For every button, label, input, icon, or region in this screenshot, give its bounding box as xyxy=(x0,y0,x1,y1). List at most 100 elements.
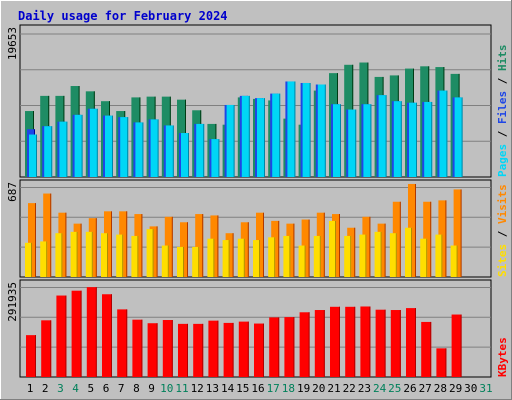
panel-visits_sites: 687 Sites / Visits xyxy=(6,179,509,278)
series-legend-label: Sites / Visits xyxy=(496,184,509,277)
bar-kbytes xyxy=(269,317,280,377)
bar-sites xyxy=(405,227,412,277)
bar-sites xyxy=(85,231,93,277)
bar-pages xyxy=(378,95,387,177)
bar-sites xyxy=(253,240,260,277)
bar-sites xyxy=(450,245,458,277)
bar-pages xyxy=(317,84,326,177)
x-tick-label: 9 xyxy=(148,382,155,395)
bar-visits xyxy=(453,189,462,277)
bar-kbytes xyxy=(406,308,416,377)
bar-sites xyxy=(222,240,230,277)
bar-sites xyxy=(268,237,276,277)
bar-kbytes xyxy=(71,290,82,377)
bar-sites xyxy=(374,231,382,277)
bar-kbytes xyxy=(193,323,204,377)
bar-pages xyxy=(29,134,37,177)
x-tick-label: 26 xyxy=(403,382,416,395)
series-legend-label: KBytes xyxy=(496,337,509,377)
bar-pages xyxy=(454,97,463,177)
bar-sites xyxy=(344,235,352,277)
y-max-label: 687 xyxy=(6,182,19,202)
x-tick-label: 29 xyxy=(449,382,462,395)
bar-pages xyxy=(333,104,341,177)
bar-pages xyxy=(150,119,159,177)
x-tick-label: 24 xyxy=(373,382,387,395)
panel-kbytes: 291935 KBytes xyxy=(6,279,509,378)
x-tick-label: 7 xyxy=(118,382,125,395)
bar-sites xyxy=(25,242,32,277)
bar-pages xyxy=(196,123,205,177)
x-tick-label: 20 xyxy=(312,382,325,395)
bar-sites xyxy=(40,241,48,277)
bar-pages xyxy=(257,98,265,177)
x-tick-label: 21 xyxy=(327,382,340,395)
bar-visits xyxy=(195,214,204,277)
x-tick-label: 28 xyxy=(434,382,447,395)
bar-kbytes xyxy=(208,320,219,377)
bar-pages xyxy=(272,93,281,177)
legend-kbytes: KBytes xyxy=(496,337,509,377)
bar-pages xyxy=(165,125,174,177)
bar-pages xyxy=(74,114,83,177)
legend-sites: Sites xyxy=(496,244,509,277)
x-tick-label: 12 xyxy=(191,382,204,395)
x-tick-label: 11 xyxy=(175,382,188,395)
bar-kbytes xyxy=(238,321,249,377)
bar-pages xyxy=(348,109,357,177)
bar-pages xyxy=(302,82,311,177)
bar-pages xyxy=(135,122,144,177)
bar-kbytes xyxy=(390,310,401,377)
x-tick-label: 31 xyxy=(479,382,492,395)
legend-separator: / xyxy=(496,124,509,144)
bar-kbytes xyxy=(132,319,143,377)
bar-sites xyxy=(131,235,139,277)
bar-kbytes xyxy=(178,323,188,377)
x-tick-label: 18 xyxy=(282,382,295,395)
x-axis: 1 2 3 4 5 6 7 8 9 10 11 12 13 14 15 16 17 18 19 20 21 22 23 24 2… xyxy=(27,382,493,395)
bar-pages xyxy=(181,133,189,177)
bar-pages xyxy=(120,117,129,177)
bar-kbytes xyxy=(314,310,325,377)
bar-kbytes xyxy=(147,323,158,377)
bar-kbytes xyxy=(56,295,67,377)
bar-kbytes xyxy=(26,335,36,377)
bar-visits xyxy=(28,203,36,277)
bar-kbytes xyxy=(436,348,447,377)
bar-kbytes xyxy=(375,309,386,377)
legend-hits: Hits xyxy=(496,45,509,72)
x-tick-label: 4 xyxy=(72,382,79,395)
bar-pages xyxy=(439,90,448,177)
bar-kbytes xyxy=(421,321,432,377)
bar-sites xyxy=(207,238,215,277)
bar-kbytes xyxy=(360,306,371,377)
x-tick-label: 2 xyxy=(42,382,49,395)
bar-pages xyxy=(363,104,372,177)
bar-sites xyxy=(70,231,78,277)
bar-kbytes xyxy=(86,287,97,377)
x-tick-label: 17 xyxy=(267,382,280,395)
x-tick-label: 8 xyxy=(133,382,140,395)
bar-kbytes xyxy=(254,323,264,377)
x-tick-label: 10 xyxy=(160,382,173,395)
x-tick-label: 27 xyxy=(419,382,432,395)
x-tick-label: 22 xyxy=(343,382,356,395)
bar-kbytes xyxy=(330,306,340,377)
bar-pages xyxy=(59,121,68,177)
x-tick-label: 19 xyxy=(297,382,310,395)
bar-pages xyxy=(424,101,433,177)
chart-title: Daily usage for February 2024 xyxy=(18,9,228,23)
bar-sites xyxy=(389,233,397,277)
bar-sites xyxy=(116,234,124,277)
x-tick-label: 13 xyxy=(206,382,219,395)
bar-pages xyxy=(409,102,417,177)
bar-kbytes xyxy=(117,309,128,377)
bar-pages xyxy=(211,139,220,177)
x-tick-label: 5 xyxy=(87,382,94,395)
chart-panels: 19653 Pages / Files / Hits 687 Sites / Visi… xyxy=(6,24,509,378)
bar-pages xyxy=(393,101,402,177)
bar-sites xyxy=(177,246,184,277)
bar-sites xyxy=(283,235,291,277)
bar-kbytes xyxy=(284,317,295,377)
